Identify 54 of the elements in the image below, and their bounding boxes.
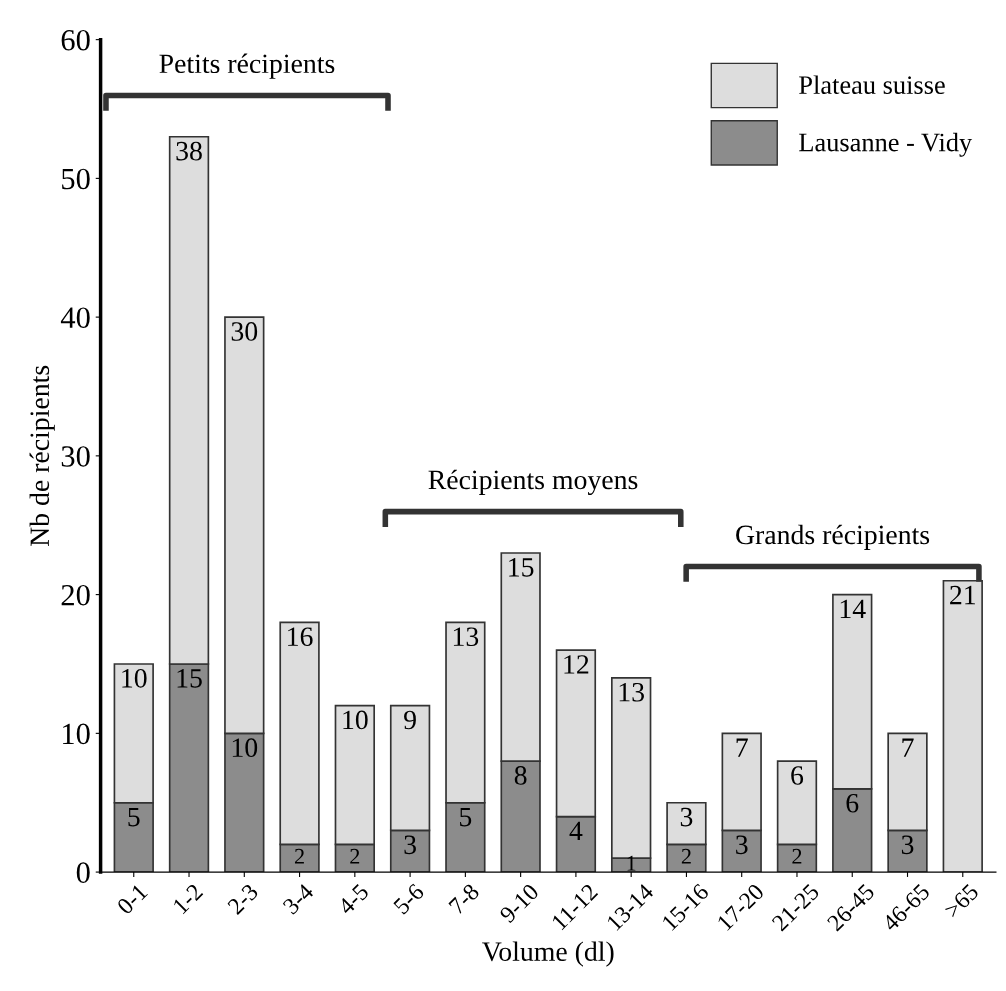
data-label: 16 <box>288 627 313 647</box>
data-label: 12 <box>564 655 589 674</box>
legend-label: Lausanne - Vidy <box>799 132 973 157</box>
x-tick-label: 9-10 <box>498 882 540 924</box>
data-label: 3 <box>404 835 416 855</box>
x-tick-label: 4-5 <box>337 883 370 916</box>
y-tick-label: 50 <box>62 168 90 190</box>
annotation: Petits récipients <box>159 53 335 79</box>
y-tick-label: 10 <box>63 723 90 745</box>
data-label: 21 <box>950 585 975 605</box>
y-tick-label: 60 <box>61 29 90 51</box>
y-tick-label: 40 <box>60 307 90 329</box>
x-tick-label: >65 <box>943 882 980 919</box>
data-label: 10 <box>343 710 368 730</box>
y-tick-label: 0 <box>76 862 90 883</box>
y-axis-title: Nb de récipients <box>29 365 55 547</box>
y-tick-label: 30 <box>61 446 90 467</box>
data-label: 2 <box>681 848 691 864</box>
data-label: 14 <box>840 599 866 619</box>
x-tick-label: 0-1 <box>116 883 149 916</box>
data-label: 15 <box>177 669 202 688</box>
data-label: 5 <box>128 807 140 827</box>
data-label: 13 <box>619 682 644 702</box>
x-tick-label: 2-3 <box>226 882 259 916</box>
data-label: 30 <box>231 322 258 341</box>
x-tick-label: 5-6 <box>392 882 425 915</box>
data-label: 38 <box>176 141 202 161</box>
data-label: 10 <box>122 668 147 688</box>
data-label: 9 <box>404 710 416 730</box>
x-axis-title: Volume (dl) <box>482 941 614 967</box>
legend-label: Plateau suisse <box>799 75 945 94</box>
x-tick-label: 7-8 <box>448 882 481 915</box>
data-label: 5 <box>460 807 472 827</box>
data-label: 6 <box>846 793 859 813</box>
annotation: Grands récipients <box>736 524 930 550</box>
x-tick-label: 1-2 <box>172 883 204 915</box>
y-tick-label: 20 <box>61 584 90 606</box>
data-label: 2 <box>294 848 304 864</box>
data-label: 1 <box>627 855 636 871</box>
data-label: 13 <box>453 627 479 647</box>
annotation: Récipients moyens <box>428 469 638 495</box>
data-label: 10 <box>232 738 258 758</box>
x-tick-label: 3-4 <box>282 882 315 916</box>
data-label: 15 <box>509 558 534 577</box>
data-label: 7 <box>902 738 914 757</box>
data-label: 3 <box>680 807 693 827</box>
data-label: 2 <box>792 848 802 864</box>
data-label: 3 <box>736 835 748 855</box>
data-label: 6 <box>791 766 804 785</box>
data-label: 3 <box>901 835 914 855</box>
data-label: 2 <box>350 848 360 864</box>
data-label: 8 <box>514 766 527 785</box>
data-label: 7 <box>736 738 748 757</box>
data-label: 4 <box>569 821 583 841</box>
